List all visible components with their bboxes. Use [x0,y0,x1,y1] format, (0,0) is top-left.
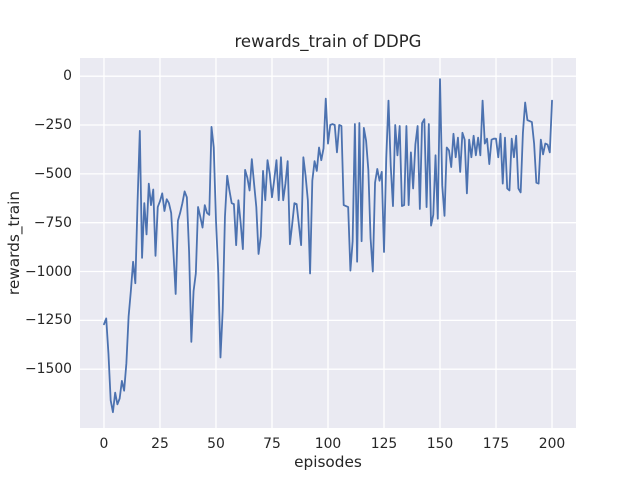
y-tick-label: −500 [33,165,72,182]
y-tick-label: −1500 [25,361,72,378]
y-tick-label: −1000 [25,263,72,280]
x-tick-label: 175 [482,436,510,452]
x-tick-label: 0 [99,436,109,452]
y-tick-label: −750 [33,214,72,231]
y-tick-label: −1250 [25,312,72,329]
x-tick-label: 75 [263,436,281,452]
x-tick-label: 150 [426,436,454,452]
y-tick-label: −250 [33,117,72,133]
x-axis-label: episodes [294,453,362,471]
x-tick-label: 125 [370,436,398,452]
y-tick-label: 0 [63,68,72,85]
x-tick-label: 200 [538,436,566,452]
chart-title: rewards_train of DDPG [234,32,422,51]
series-line-rewards_train [103,78,553,414]
x-tick-label: 25 [151,436,169,452]
x-tick-label: 100 [314,436,342,452]
x-tick-label: 50 [207,436,225,452]
